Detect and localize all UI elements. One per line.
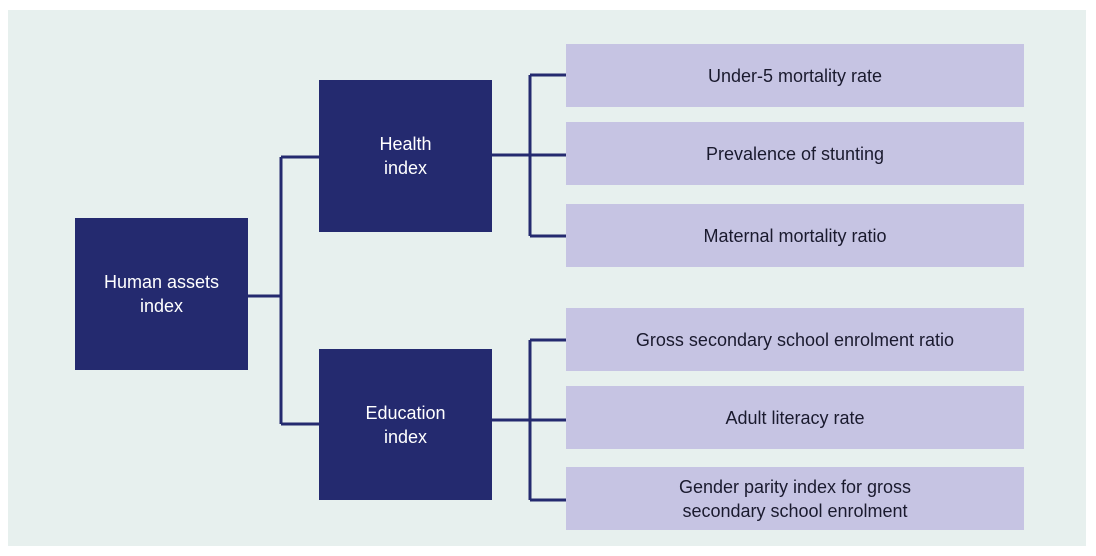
- node-label: Human assets index: [103, 272, 220, 316]
- node-label: Adult literacy rate: [725, 407, 865, 428]
- node-box: Adult literacy rate: [566, 386, 1024, 449]
- connector-education: [492, 338, 566, 502]
- node-label: Gross secondary school enrolment ratio: [635, 329, 955, 350]
- node-label: Under-5 mortality rate: [707, 65, 883, 86]
- connector-root: [248, 155, 319, 426]
- node-label: Maternal mortality ratio: [703, 225, 887, 246]
- node-box: Education index: [319, 349, 492, 500]
- node-label: Health index: [379, 134, 432, 178]
- node-label: Gender parity index for gross secondary …: [678, 476, 912, 521]
- node-box: Prevalence of stunting: [566, 122, 1024, 185]
- node-box: Gross secondary school enrolment ratio: [566, 308, 1024, 371]
- node-box: Health index: [319, 80, 492, 232]
- node-box: Maternal mortality ratio: [566, 204, 1024, 267]
- node-box: Human assets index: [75, 218, 248, 370]
- node-label: Prevalence of stunting: [705, 143, 885, 164]
- connector-health: [492, 73, 566, 238]
- node-box: Under-5 mortality rate: [566, 44, 1024, 107]
- node-label: Education index: [365, 402, 446, 447]
- node-box: Gender parity index for gross secondary …: [566, 467, 1024, 530]
